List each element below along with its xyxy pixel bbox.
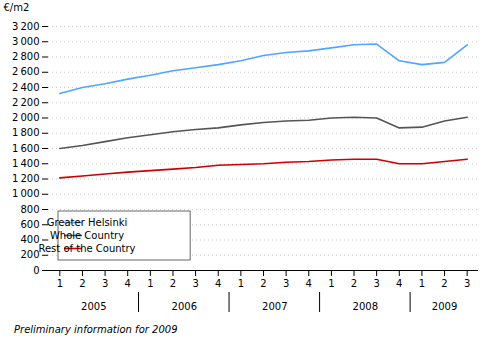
svg-text:2: 2 (260, 278, 266, 289)
svg-text:2 800: 2 800 (12, 51, 39, 62)
svg-text:2009: 2009 (432, 301, 457, 312)
svg-text:3: 3 (192, 278, 198, 289)
svg-text:1: 1 (238, 278, 244, 289)
svg-text:Rest of the Country: Rest of the Country (38, 243, 135, 254)
svg-text:1 800: 1 800 (12, 127, 39, 138)
svg-text:Greater Helsinki: Greater Helsinki (47, 217, 128, 228)
svg-text:3: 3 (373, 278, 379, 289)
svg-text:3 200: 3 200 (12, 21, 39, 32)
svg-text:2007: 2007 (262, 301, 287, 312)
svg-text:1: 1 (419, 278, 425, 289)
svg-text:2: 2 (79, 278, 85, 289)
svg-text:800: 800 (20, 204, 39, 215)
html-text:Preliminary information for 20: Preliminary information for 2009 (14, 324, 178, 335)
svg-text:4: 4 (125, 278, 131, 289)
svg-text:3: 3 (464, 278, 470, 289)
svg-text:2006: 2006 (172, 301, 197, 312)
svg-text:1 000: 1 000 (12, 188, 39, 199)
svg-text:2: 2 (351, 278, 357, 289)
svg-text:600: 600 (20, 219, 39, 230)
svg-text:2008: 2008 (353, 301, 378, 312)
svg-text:1: 1 (328, 278, 334, 289)
svg-text:4: 4 (396, 278, 402, 289)
svg-text:Whole Country: Whole Country (50, 230, 124, 241)
svg-text:1: 1 (147, 278, 153, 289)
svg-text:2005: 2005 (81, 301, 106, 312)
svg-text:1 600: 1 600 (12, 143, 39, 154)
svg-text:2 400: 2 400 (12, 82, 39, 93)
svg-text:4: 4 (306, 278, 312, 289)
svg-text:1 400: 1 400 (12, 158, 39, 169)
svg-text:400: 400 (20, 234, 39, 245)
svg-text:1 200: 1 200 (12, 173, 39, 184)
svg-text:3: 3 (102, 278, 108, 289)
svg-text:3 000: 3 000 (12, 36, 39, 47)
svg-text:2: 2 (170, 278, 176, 289)
svg-text:1: 1 (57, 278, 63, 289)
svg-text:2 200: 2 200 (12, 97, 39, 108)
svg-text:2: 2 (441, 278, 447, 289)
svg-text:200: 200 (20, 249, 39, 260)
svg-text:3: 3 (283, 278, 289, 289)
svg-text:4: 4 (215, 278, 221, 289)
svg-text:€/m2: €/m2 (4, 2, 30, 13)
svg-text:2 000: 2 000 (12, 112, 39, 123)
svg-text:2 600: 2 600 (12, 66, 39, 77)
svg-text:0: 0 (33, 265, 39, 276)
